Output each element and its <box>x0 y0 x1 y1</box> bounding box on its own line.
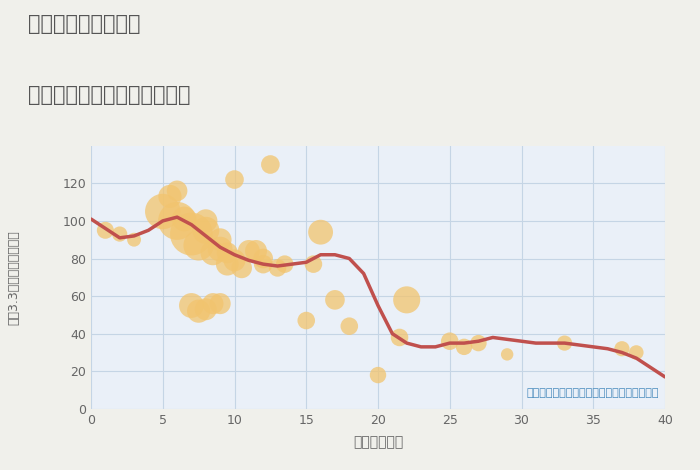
Point <box>244 247 255 255</box>
Point <box>473 339 484 347</box>
Point <box>114 230 125 238</box>
Point <box>458 343 470 351</box>
Point <box>372 371 384 379</box>
Text: 築年数別中古マンション価格: 築年数別中古マンション価格 <box>28 85 190 105</box>
Point <box>308 260 319 268</box>
Point <box>330 296 341 304</box>
Point <box>164 193 176 200</box>
Point <box>229 176 240 183</box>
Point <box>258 255 269 262</box>
Point <box>200 227 211 234</box>
Point <box>157 208 169 215</box>
Point <box>99 227 111 234</box>
Point <box>401 296 412 304</box>
Point <box>214 245 225 253</box>
Point <box>236 264 247 272</box>
Point <box>214 300 225 307</box>
Point <box>214 236 225 243</box>
Point <box>193 242 204 249</box>
Point <box>222 260 233 268</box>
Point <box>193 307 204 315</box>
Point <box>129 236 140 243</box>
Point <box>344 322 355 330</box>
Point <box>200 217 211 225</box>
Point <box>178 215 190 223</box>
Text: 三重県津市香良洲町: 三重県津市香良洲町 <box>28 14 141 34</box>
Point <box>394 334 405 341</box>
X-axis label: 築年数（年）: 築年数（年） <box>353 435 403 449</box>
Point <box>172 187 183 195</box>
Point <box>559 339 570 347</box>
Text: 円の大きさは、取引のあった物件面積を示す: 円の大きさは、取引のあった物件面積を示す <box>527 388 659 399</box>
Point <box>631 349 642 356</box>
Text: 坪（3.3㎡）単価（万円）: 坪（3.3㎡）単価（万円） <box>8 230 20 325</box>
Point <box>200 306 211 313</box>
Point <box>272 264 283 272</box>
Point <box>279 260 290 268</box>
Point <box>172 217 183 225</box>
Point <box>258 260 269 268</box>
Point <box>186 302 197 309</box>
Point <box>229 257 240 264</box>
Point <box>444 337 456 345</box>
Point <box>301 317 312 324</box>
Point <box>617 345 628 352</box>
Point <box>315 228 326 236</box>
Point <box>186 230 197 238</box>
Point <box>207 249 218 257</box>
Point <box>501 351 512 358</box>
Point <box>251 247 262 255</box>
Point <box>222 249 233 257</box>
Point <box>207 300 218 307</box>
Point <box>265 161 276 168</box>
